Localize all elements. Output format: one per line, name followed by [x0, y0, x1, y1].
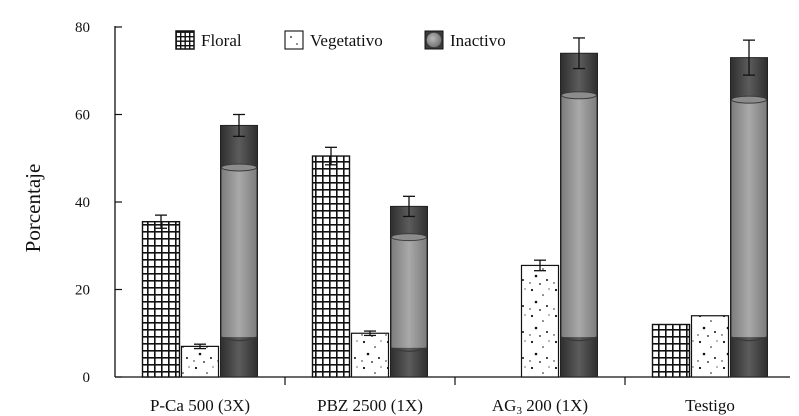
bar-vegetativo: [520, 259, 560, 378]
bars: [141, 37, 768, 378]
bar-middle-bottom-rim: [391, 347, 427, 352]
x-tick-label-rest: 200 (1X): [522, 396, 588, 415]
bar-vegetativo: [350, 330, 390, 378]
bar-vegetativo: [180, 343, 220, 378]
x-tick-label: AG3 200 (1X): [492, 396, 588, 416]
legend-swatch-ball: [426, 32, 442, 48]
bar-middle-top-rim: [731, 95, 767, 104]
x-axis: P-Ca 500 (3X) PBZ 2500 (1X) AG3 200 (1X) Te…: [115, 376, 790, 416]
x-tick-label-main: P-Ca 500 (3X): [150, 396, 250, 415]
y-tick-label: 60: [75, 108, 90, 124]
y-axis: 0 20 40 60 80: [75, 20, 122, 386]
x-tick-label: PBZ 2500 (1X): [317, 396, 423, 415]
legend-label: Inactivo: [450, 31, 506, 50]
bar-inactivo: [390, 195, 428, 378]
bar-floral: [141, 214, 181, 378]
bar-body: [180, 345, 220, 378]
y-tick-label: 40: [75, 195, 90, 211]
legend-swatch-dot: [290, 36, 292, 38]
bar-body: [311, 155, 351, 378]
bar-middle-bottom-rim: [731, 336, 767, 342]
x-tick-label-subscript: 3: [516, 405, 522, 416]
bar-middle-top-rim: [221, 163, 257, 172]
x-tick-label-main: Testigo: [685, 396, 735, 415]
bar-middle-top-rim: [391, 233, 427, 242]
y-tick-label: 0: [83, 370, 91, 386]
legend-swatch-dots: [284, 30, 304, 50]
bar-inactivo: [730, 39, 768, 378]
bar-middle-top-rim: [561, 91, 597, 100]
bar-inactivo: [560, 37, 598, 378]
legend-swatch-grid: [175, 30, 195, 50]
bar-middle: [731, 99, 767, 338]
legend-item-vegetativo: Vegetativo: [284, 30, 383, 50]
bar-body: [141, 220, 181, 378]
x-tick-label: P-Ca 500 (3X): [150, 396, 250, 415]
bar-inactivo: [220, 113, 258, 378]
legend-label: Floral: [201, 31, 242, 50]
bar-body: [651, 323, 691, 378]
legend-item-inactivo: Inactivo: [424, 30, 506, 50]
y-axis-label: Porcentaje: [21, 164, 45, 253]
bar-vegetativo: [690, 315, 730, 378]
x-tick-label-main: AG: [492, 396, 517, 415]
bar-floral: [651, 323, 691, 378]
legend-item-floral: Floral: [175, 30, 242, 50]
x-tick-label-main: PBZ 2500 (1X): [317, 396, 423, 415]
legend-swatch-dot: [296, 43, 298, 45]
x-tick-label: Testigo: [685, 396, 735, 415]
bar-body: [520, 264, 560, 378]
bar-middle: [561, 95, 597, 338]
legend: Floral Vegetativo Inactivo: [175, 30, 506, 50]
bar-middle-bottom-rim: [561, 336, 597, 342]
bar-middle: [221, 167, 257, 338]
y-tick-label: 80: [75, 20, 90, 36]
legend-label: Vegetativo: [310, 31, 383, 50]
bar-body: [350, 332, 390, 378]
bar-middle-bottom-rim: [221, 336, 257, 342]
bar-body: [690, 315, 730, 378]
y-tick-label: 20: [75, 283, 90, 299]
bar-floral: [311, 146, 351, 378]
bar-middle: [391, 237, 427, 348]
